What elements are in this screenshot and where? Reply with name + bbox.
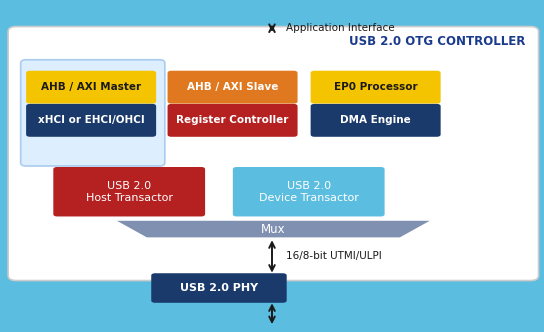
FancyBboxPatch shape (233, 167, 385, 216)
FancyBboxPatch shape (26, 71, 156, 104)
Text: DMA Engine: DMA Engine (340, 115, 411, 125)
Text: 16/8-bit UTMI/ULPI: 16/8-bit UTMI/ULPI (286, 251, 381, 261)
Polygon shape (117, 221, 430, 237)
Text: USB 2.0
Host Transactor: USB 2.0 Host Transactor (86, 181, 172, 203)
Text: xHCI or EHCI/OHCI: xHCI or EHCI/OHCI (38, 115, 145, 125)
Text: Register Controller: Register Controller (176, 115, 289, 125)
FancyBboxPatch shape (168, 104, 298, 137)
Text: AHB / AXI Master: AHB / AXI Master (41, 82, 141, 92)
FancyBboxPatch shape (8, 27, 539, 281)
FancyBboxPatch shape (26, 104, 156, 137)
Text: USB 2.0
Device Transactor: USB 2.0 Device Transactor (259, 181, 358, 203)
FancyBboxPatch shape (53, 167, 205, 216)
FancyBboxPatch shape (168, 71, 298, 104)
FancyBboxPatch shape (311, 104, 441, 137)
Text: USB 2.0 OTG CONTROLLER: USB 2.0 OTG CONTROLLER (349, 35, 525, 48)
Text: Application Interface: Application Interface (286, 23, 394, 33)
FancyBboxPatch shape (311, 71, 441, 104)
Text: EP0 Processor: EP0 Processor (334, 82, 417, 92)
Text: Mux: Mux (261, 222, 286, 236)
Text: AHB / AXI Slave: AHB / AXI Slave (187, 82, 278, 92)
FancyBboxPatch shape (21, 60, 165, 166)
FancyBboxPatch shape (151, 273, 287, 303)
Text: USB 2.0 PHY: USB 2.0 PHY (180, 283, 258, 293)
